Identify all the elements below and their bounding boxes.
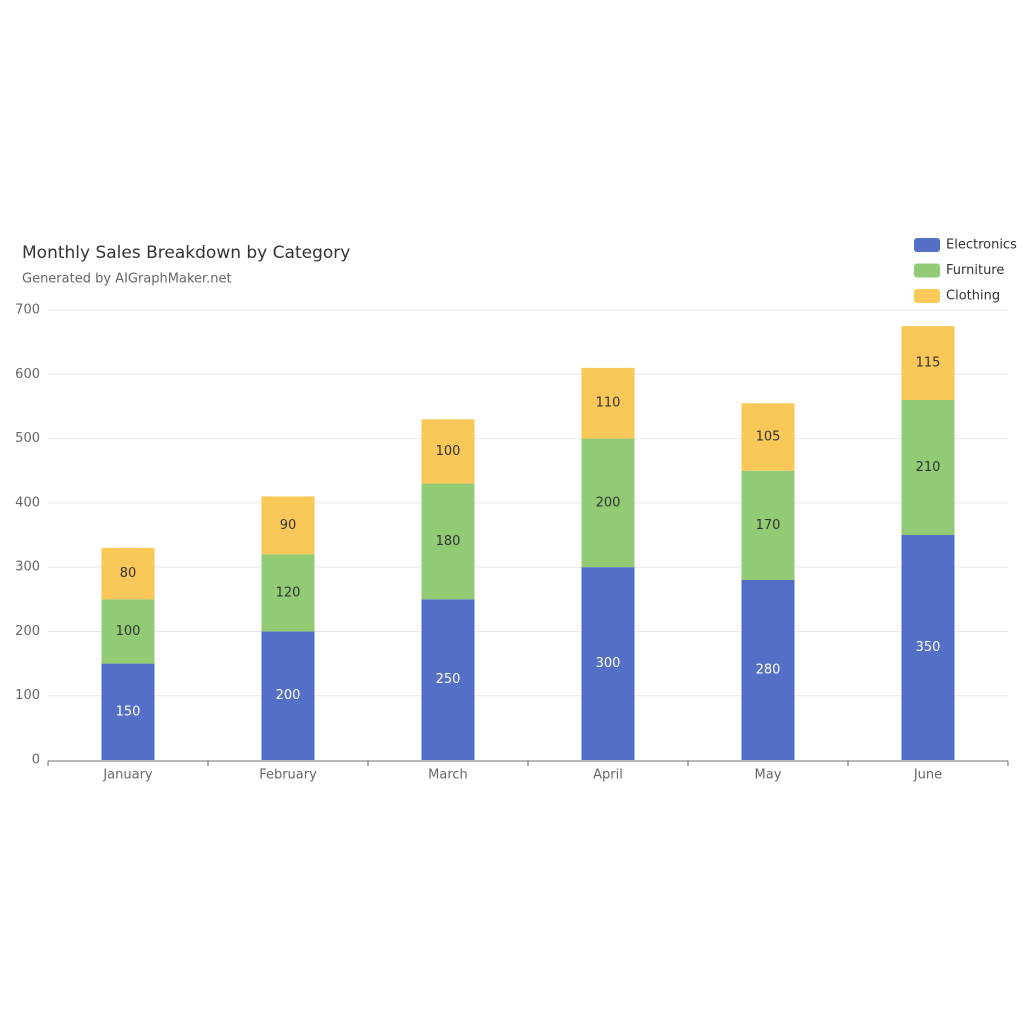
value-label: 100 — [116, 624, 141, 639]
legend-swatch — [914, 289, 940, 303]
y-tick-label: 0 — [32, 753, 40, 768]
value-label: 90 — [280, 518, 297, 533]
bar-segment — [901, 535, 955, 760]
y-tick-label: 700 — [15, 303, 40, 318]
legend-swatch — [914, 263, 940, 278]
bar-segment — [421, 419, 475, 484]
value-label: 100 — [436, 444, 461, 459]
value-label: 120 — [276, 585, 301, 600]
bar-segment — [101, 663, 155, 760]
x-tick-label: April — [593, 768, 623, 783]
bar-segment — [581, 567, 635, 760]
x-tick-label: February — [259, 768, 317, 783]
value-label: 150 — [116, 704, 141, 719]
bar-segment — [581, 438, 635, 568]
y-tick-label: 500 — [15, 431, 40, 446]
y-tick-label: 400 — [15, 495, 40, 510]
chart-subtitle: Generated by AIGraphMaker.net — [22, 272, 232, 287]
y-tick-label: 200 — [15, 624, 40, 639]
value-label: 250 — [436, 672, 461, 687]
bar-segment — [421, 599, 475, 760]
bar-segment — [261, 496, 315, 555]
bar-segment — [101, 599, 155, 664]
y-tick-label: 100 — [15, 688, 40, 703]
value-label: 200 — [276, 688, 301, 703]
value-label: 180 — [436, 534, 461, 549]
x-tick-label: May — [755, 768, 782, 783]
bar-segment — [101, 547, 155, 600]
bar-segment — [261, 631, 315, 760]
bar-segment — [581, 367, 635, 439]
bar-segment — [741, 470, 795, 580]
bar-segment — [901, 326, 955, 400]
legend-swatch — [914, 238, 940, 252]
value-label: 115 — [916, 356, 941, 371]
legend-label: Electronics — [946, 238, 1017, 253]
legend-label: Furniture — [946, 263, 1004, 278]
chart-title: Monthly Sales Breakdown by Category — [22, 243, 350, 263]
bar-segment — [741, 580, 795, 760]
value-label: 110 — [596, 396, 621, 411]
bar-segment — [421, 483, 475, 600]
value-label: 300 — [596, 656, 621, 671]
bar-segment — [261, 554, 315, 632]
legend-label: Clothing — [946, 289, 1000, 304]
y-tick-label: 300 — [15, 560, 40, 575]
value-label: 170 — [756, 518, 781, 533]
x-tick-label: June — [913, 768, 942, 783]
x-tick-label: March — [428, 768, 468, 783]
value-label: 210 — [916, 460, 941, 475]
value-label: 105 — [756, 429, 781, 444]
value-label: 80 — [120, 566, 137, 581]
bar-segment — [741, 403, 795, 471]
x-tick-label: January — [102, 768, 153, 783]
bar-segment — [901, 400, 955, 535]
value-label: 280 — [756, 663, 781, 678]
y-tick-label: 600 — [15, 367, 40, 382]
value-label: 350 — [916, 640, 941, 655]
value-label: 200 — [596, 495, 621, 510]
